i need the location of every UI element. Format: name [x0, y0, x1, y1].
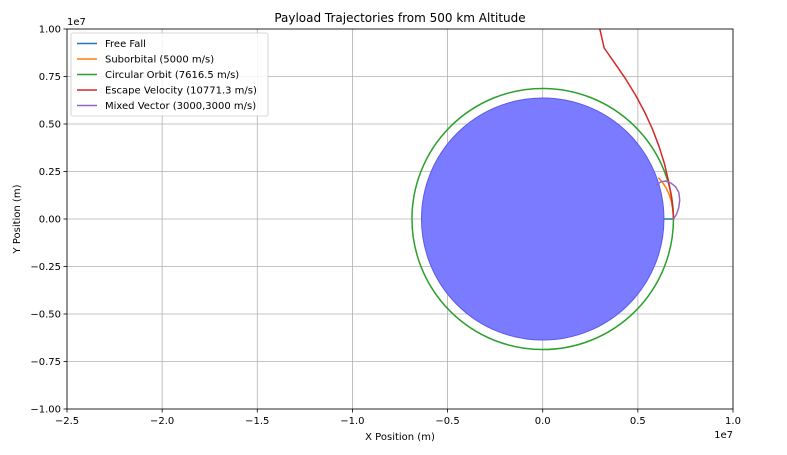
x-tick-label: 1.0 — [725, 416, 741, 427]
series-mixed-vector-3000-3000-m-s — [656, 180, 681, 220]
y-offset-label: 1e7 — [67, 17, 86, 28]
y-tick-label: −0.25 — [30, 262, 61, 273]
y-tick-label: −1.00 — [30, 405, 61, 416]
x-tick-label: −2.0 — [150, 416, 174, 427]
y-tick-label: 0.00 — [39, 215, 61, 226]
legend-entry: Circular Orbit (7616.5 m/s) — [105, 70, 239, 81]
y-axis-label: Y Position (m) — [12, 184, 23, 254]
axis-ticks: −2.5 −2.0 −1.5 −1.0 −0.5 0.0 0.5 1.0 −1.00 −0.75 −… — [30, 25, 741, 428]
legend-entry: Free Fall — [105, 39, 146, 50]
x-tick-label: 0.5 — [630, 416, 646, 427]
y-tick-label: 0.75 — [39, 72, 61, 83]
legend: Free Fall Suborbital (5000 m/s) Circular O… — [70, 32, 269, 117]
x-tick-label: −2.5 — [55, 416, 79, 427]
y-tick-label: 1.00 — [39, 25, 61, 36]
x-tick-label: −0.5 — [435, 416, 459, 427]
legend-entry: Suborbital (5000 m/s) — [105, 55, 214, 66]
x-offset-label: 1e7 — [714, 430, 733, 441]
series-escape-velocity-10771-3-m-s — [599, 29, 675, 220]
y-tick-label: −0.50 — [30, 310, 61, 321]
x-axis-label: X Position (m) — [365, 432, 435, 443]
legend-box — [70, 32, 269, 117]
x-tick-label: −1.0 — [340, 416, 364, 427]
legend-entry: Escape Velocity (10771.3 m/s) — [105, 86, 257, 97]
y-tick-label: −0.75 — [30, 357, 61, 368]
chart-title: Payload Trajectories from 500 km Altitud… — [274, 11, 525, 25]
x-tick-label: −1.5 — [245, 416, 269, 427]
y-tick-label: 0.50 — [39, 120, 61, 131]
x-tick-label: 0.0 — [535, 416, 551, 427]
legend-entry: Mixed Vector (3000,3000 m/s) — [105, 101, 256, 112]
earth-disk — [420, 97, 665, 341]
y-tick-label: 0.25 — [39, 167, 61, 178]
plot-area — [411, 29, 681, 351]
